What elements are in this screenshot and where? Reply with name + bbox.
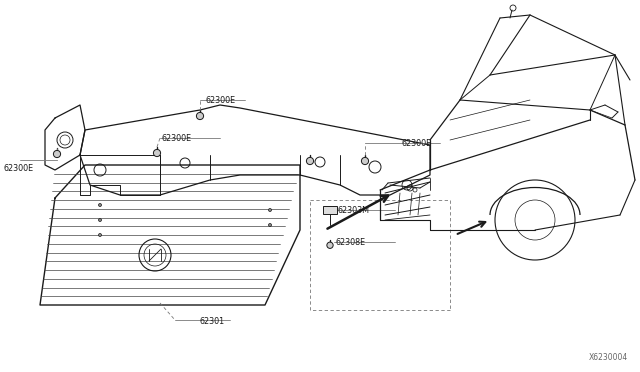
Circle shape bbox=[154, 150, 161, 157]
Text: 62303M: 62303M bbox=[338, 205, 370, 215]
Circle shape bbox=[53, 150, 61, 158]
Bar bbox=[323, 206, 337, 214]
Circle shape bbox=[196, 112, 204, 120]
Circle shape bbox=[327, 242, 333, 248]
Circle shape bbox=[307, 157, 314, 164]
Text: 62300E: 62300E bbox=[162, 134, 192, 142]
Circle shape bbox=[99, 234, 102, 237]
Circle shape bbox=[99, 218, 102, 221]
Circle shape bbox=[362, 157, 369, 164]
Text: 62300E: 62300E bbox=[206, 96, 236, 105]
Text: 62300E: 62300E bbox=[4, 164, 34, 173]
Circle shape bbox=[269, 208, 271, 212]
Text: X6230004: X6230004 bbox=[589, 353, 628, 362]
Circle shape bbox=[269, 224, 271, 227]
Text: 62301: 62301 bbox=[200, 317, 225, 327]
Text: 62300E: 62300E bbox=[402, 138, 432, 148]
Text: 62308E: 62308E bbox=[336, 237, 366, 247]
Circle shape bbox=[99, 203, 102, 206]
